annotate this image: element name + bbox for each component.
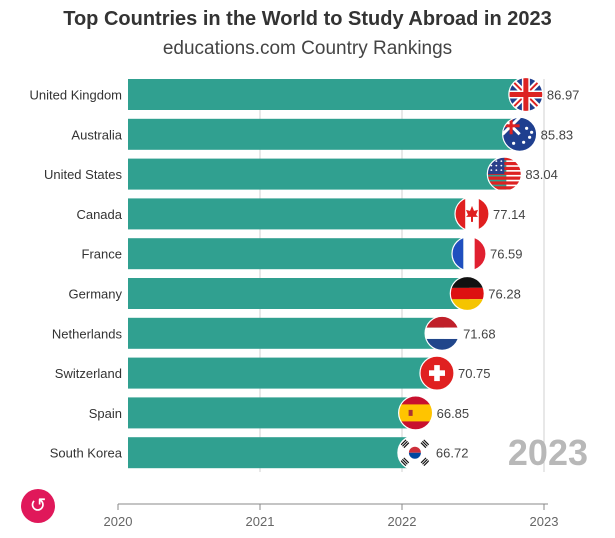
france-flag-icon	[451, 236, 486, 271]
value-label: 85.83	[541, 127, 574, 142]
bar	[128, 238, 471, 270]
x-tick-label: 2022	[388, 514, 417, 529]
category-label: Australia	[71, 127, 122, 142]
bar	[128, 437, 417, 469]
category-label: Germany	[69, 287, 123, 302]
australia-flag-icon	[502, 117, 537, 152]
category-label: Canada	[76, 207, 122, 222]
bar	[128, 79, 528, 110]
value-label: 76.28	[488, 287, 521, 302]
value-label: 83.04	[525, 167, 558, 182]
category-label: Spain	[89, 406, 122, 421]
bar	[128, 397, 418, 429]
value-label: 66.72	[436, 446, 469, 461]
value-label: 76.59	[490, 247, 523, 262]
category-label: South Korea	[50, 446, 123, 461]
flag-border	[486, 156, 522, 192]
flag-border	[508, 76, 544, 113]
x-tick-label: 2020	[104, 514, 133, 529]
south-korea-flag-icon	[397, 435, 432, 470]
flag-border	[451, 236, 487, 272]
x-tick-label: 2021	[246, 514, 275, 529]
flag-border	[449, 275, 485, 312]
netherlands-flag-icon	[425, 316, 460, 351]
bar	[128, 278, 470, 309]
flag-border	[419, 355, 455, 391]
value-label: 86.97	[547, 88, 580, 103]
flag-border	[424, 315, 460, 351]
value-label: 71.68	[463, 326, 496, 341]
bar	[128, 118, 522, 150]
flag-border	[502, 116, 538, 152]
bar	[128, 198, 475, 230]
replay-icon: ↺	[29, 495, 47, 517]
chart-title: Top Countries in the World to Study Abro…	[63, 8, 552, 30]
germany-flag-icon	[450, 276, 485, 311]
value-label: 70.75	[458, 366, 491, 381]
bar	[128, 317, 445, 349]
category-label: Netherlands	[52, 326, 123, 341]
flag-border	[398, 395, 434, 431]
switzerland-flag-icon	[419, 356, 454, 391]
flag-border	[397, 435, 433, 471]
bar	[128, 158, 507, 190]
value-label: 77.14	[493, 207, 526, 222]
usa-flag-icon	[487, 157, 522, 190]
x-tick-label: 2023	[530, 514, 559, 529]
value-label: 66.85	[437, 406, 470, 421]
category-label: Switzerland	[55, 366, 122, 381]
replay-button[interactable]: ↺	[21, 489, 55, 523]
category-label: United Kingdom	[30, 88, 123, 103]
spain-flag-icon	[398, 395, 433, 430]
canada-flag-icon	[455, 196, 490, 231]
category-label: France	[82, 247, 122, 262]
chart-subtitle: educations.com Country Rankings	[162, 38, 453, 59]
bar	[128, 357, 439, 389]
flag-border	[454, 196, 490, 232]
uk-flag-icon	[508, 77, 543, 112]
year-label: 2023	[508, 432, 588, 473]
category-label: United States	[44, 167, 123, 182]
